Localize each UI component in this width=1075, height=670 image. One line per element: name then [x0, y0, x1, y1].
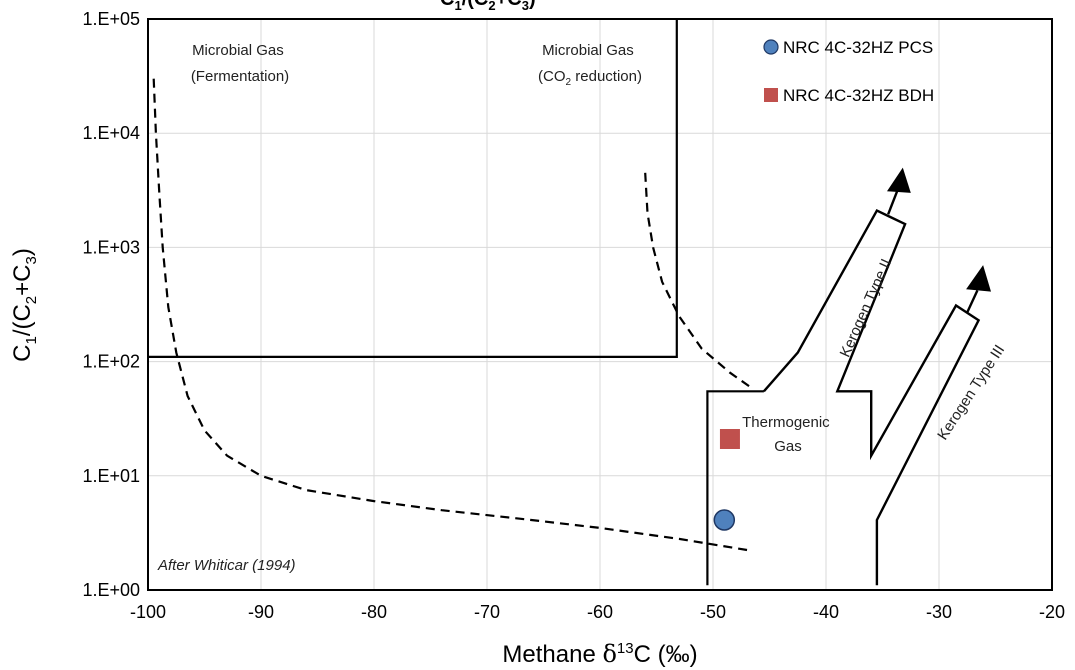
microbial-gas-boundary	[148, 19, 678, 358]
kerogen-paths	[762, 167, 991, 586]
x-tick-label: -60	[587, 602, 613, 622]
kerogen-iii-arrow-head	[966, 265, 991, 292]
x-tick-label: -50	[700, 602, 726, 622]
label-thermogenic: Thermogenic Gas	[742, 414, 834, 455]
legend-marker-bdh	[764, 88, 778, 102]
chart-title: C1/(C2+C3)	[440, 0, 536, 13]
x-tick-label: -90	[248, 602, 274, 622]
x-tick-label: -80	[361, 602, 387, 622]
y-tick-label: 1.E+01	[82, 466, 140, 486]
thermogenic-boundary	[706, 390, 764, 586]
co2-reduction-trend-curve	[644, 172, 754, 390]
data-points	[713, 429, 740, 531]
y-tick-label: 1.E+03	[82, 237, 140, 257]
y-tick-labels: 1.E+00 1.E+01 1.E+02 1.E+03 1.E+04 1.E+05	[82, 9, 140, 600]
kerogen-ii-arrow-head	[887, 167, 911, 193]
y-axis-title: C1/(C2+C3)	[9, 248, 40, 362]
y-tick-label: 1.E+02	[82, 352, 140, 372]
label-microbial-co2: Microbial Gas (CO2 reduction)	[538, 42, 642, 88]
legend: NRC 4C-32HZ PCS NRC 4C-32HZ BDH	[763, 38, 934, 105]
legend-label-pcs: NRC 4C-32HZ PCS	[783, 38, 933, 57]
x-tick-label: -70	[474, 602, 500, 622]
label-source: After Whiticar (1994)	[157, 557, 296, 574]
kerogen-ii-arrow-shaft	[887, 187, 900, 215]
plot-frame	[147, 18, 1053, 591]
fermentation-trend-curve	[152, 78, 753, 552]
data-point-bdh	[719, 429, 740, 450]
kerogen-iii-arrow-shaft	[966, 289, 979, 313]
x-tick-label: -100	[130, 602, 166, 622]
y-tick-label: 1.E+05	[82, 9, 140, 29]
legend-label-bdh: NRC 4C-32HZ BDH	[783, 86, 934, 105]
data-point-pcs	[713, 509, 736, 531]
kerogen-outline	[762, 209, 981, 586]
x-axis-title: Methane δ13C (‰)	[502, 640, 697, 668]
x-tick-label: -20	[1039, 602, 1065, 622]
label-microbial-fermentation: Microbial Gas (Fermentation)	[191, 42, 289, 85]
y-tick-label: 1.E+04	[82, 123, 140, 143]
legend-marker-pcs	[763, 39, 779, 55]
x-tick-label: -30	[926, 602, 952, 622]
x-tick-labels: -100 -90 -80 -70 -60 -50 -40 -30 -20	[130, 602, 1065, 622]
trend-curves	[152, 78, 754, 552]
x-tick-label: -40	[813, 602, 839, 622]
region-boundaries	[148, 19, 764, 586]
y-tick-label: 1.E+00	[82, 580, 140, 600]
